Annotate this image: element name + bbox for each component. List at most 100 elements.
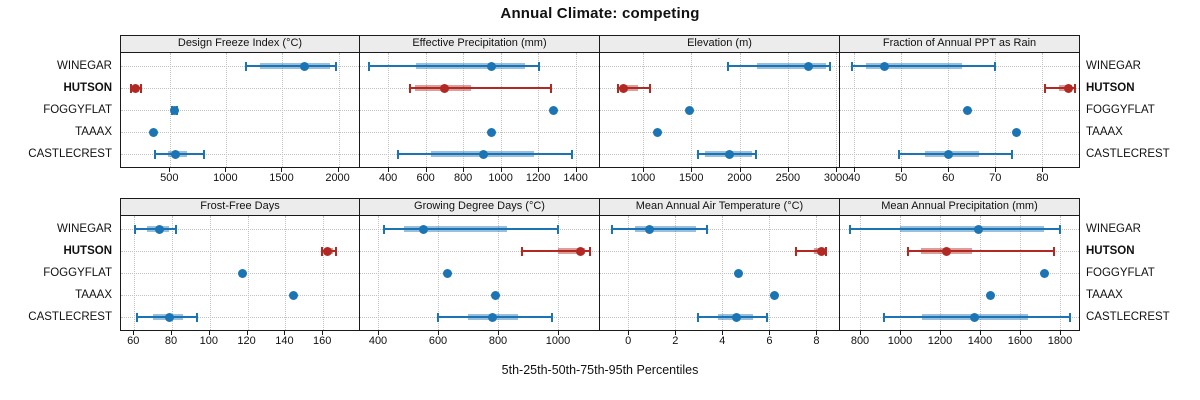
station-label-left: CASTLECREST xyxy=(28,148,112,160)
station-label-right: HUTSON xyxy=(1086,245,1135,257)
iqr-band xyxy=(635,226,697,232)
x-tick-label: 1000 xyxy=(488,172,513,184)
iqr-band xyxy=(416,63,525,69)
station-label-right: CASTLECREST xyxy=(1086,311,1170,323)
x-tick xyxy=(208,331,210,335)
x-tick-label: 500 xyxy=(160,172,179,184)
iqr-band xyxy=(620,85,639,91)
x-tick-label: 6 xyxy=(766,335,773,347)
whisker-cap xyxy=(726,62,729,71)
panel-plot xyxy=(120,53,360,168)
station-label-right: HUTSON xyxy=(1086,82,1135,94)
x-tick xyxy=(948,168,950,172)
x-tick xyxy=(169,168,171,172)
x-tick xyxy=(246,331,248,335)
x-tick xyxy=(388,168,390,172)
median-dot xyxy=(486,61,496,71)
y-gridline xyxy=(360,251,599,252)
x-tick-label: 60 xyxy=(942,172,955,184)
whisker-cap xyxy=(521,247,523,256)
whisker-cap xyxy=(766,313,769,322)
y-gridline xyxy=(121,154,359,155)
iqr-band xyxy=(900,226,1044,232)
whisker-cap xyxy=(795,247,798,256)
median-dot xyxy=(684,105,694,115)
y-gridline xyxy=(121,229,359,230)
x-tick-label: 40 xyxy=(847,172,861,184)
x-tick-label: 120 xyxy=(237,335,256,347)
x-tick xyxy=(284,331,286,335)
x-tick-label: 800 xyxy=(850,335,870,347)
x-tick-label: 2000 xyxy=(727,172,752,184)
x-axis: 500 1000 1500 2000 xyxy=(120,168,360,186)
panel-header: Mean Annual Precipitation (mm) xyxy=(840,198,1080,216)
panel-plot xyxy=(600,53,840,168)
x-tick-label: 400 xyxy=(378,172,398,184)
x-tick xyxy=(642,168,644,172)
x-tick xyxy=(901,168,903,172)
whisker-cap xyxy=(550,84,553,93)
whisker-cap xyxy=(696,313,699,322)
y-gridline xyxy=(360,110,599,111)
median-dot xyxy=(943,149,953,159)
panel-plot xyxy=(360,216,600,331)
panel-header: Frost-Free Days xyxy=(120,198,360,216)
x-tick xyxy=(133,331,135,335)
whisker-cap xyxy=(824,247,827,256)
median-dot xyxy=(300,61,310,71)
y-gridline xyxy=(360,132,599,133)
x-tick-label: 160 xyxy=(313,335,332,347)
x-tick xyxy=(378,331,379,335)
x-tick xyxy=(171,331,173,335)
x-tick-label: 1800 xyxy=(1047,335,1073,347)
x-tick-label: 2 xyxy=(672,335,679,347)
x-tick xyxy=(769,331,771,335)
median-dot xyxy=(962,105,972,115)
y-gridline xyxy=(600,110,839,111)
y-gridline xyxy=(360,273,599,274)
x-tick xyxy=(900,331,901,335)
median-dot xyxy=(490,290,500,300)
panel-header: Growing Degree Days (°C) xyxy=(360,198,600,216)
median-dot xyxy=(880,61,890,71)
panel-plot xyxy=(360,53,600,168)
whisker-cap xyxy=(1059,225,1061,234)
x-tick xyxy=(980,331,981,335)
x-tick xyxy=(1042,168,1044,172)
x-axis: 1000 1500 2000 2500 3000 xyxy=(600,168,848,186)
median-dot xyxy=(619,83,629,93)
x-tick-label: 0 xyxy=(625,335,632,347)
station-label-right: FOGGYFLAT xyxy=(1086,104,1155,116)
whisker-line xyxy=(796,250,826,252)
x-tick-label: 100 xyxy=(199,335,218,347)
whisker-line xyxy=(611,228,708,230)
median-dot xyxy=(941,246,951,256)
x-tick xyxy=(854,168,856,172)
x-axis: 400 600 800 1000 1200 1400 xyxy=(360,168,600,186)
median-dot xyxy=(1011,127,1021,137)
station-label-left: HUTSON xyxy=(63,82,112,94)
station-label-left: TAAAX xyxy=(75,289,112,301)
y-gridline xyxy=(600,88,839,89)
x-tick xyxy=(995,168,997,172)
y-gridline xyxy=(840,132,1079,133)
median-dot xyxy=(149,127,159,137)
median-dot xyxy=(1039,268,1049,278)
median-dot xyxy=(418,224,428,234)
median-dot xyxy=(442,268,452,278)
median-dot xyxy=(238,268,248,278)
x-tick-label: 1000 xyxy=(887,335,913,347)
median-dot xyxy=(130,83,140,93)
station-label-left: HUTSON xyxy=(63,245,112,257)
median-dot xyxy=(652,127,662,137)
x-tick xyxy=(860,331,861,335)
station-label-right: TAAAX xyxy=(1086,289,1123,301)
station-label-right: FOGGYFLAT xyxy=(1086,267,1155,279)
panel-header: Design Freeze Index (°C) xyxy=(120,35,360,53)
x-tick xyxy=(500,168,502,172)
x-tick xyxy=(722,331,724,335)
y-gridline xyxy=(360,295,599,296)
x-axis: 40 50 60 70 80 xyxy=(840,168,1080,186)
median-dot xyxy=(289,290,299,300)
x-tick xyxy=(281,168,283,172)
